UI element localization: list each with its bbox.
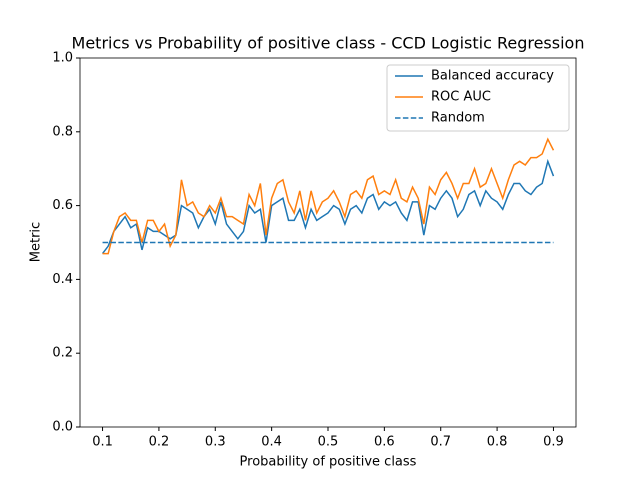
x-tick-label: 0.3 xyxy=(205,435,226,450)
x-tick-label: 0.5 xyxy=(318,435,339,450)
legend-box xyxy=(386,64,570,132)
x-tick-label: 0.9 xyxy=(543,435,564,450)
y-tick-label: 0.8 xyxy=(52,124,73,139)
x-tick-label: 0.4 xyxy=(261,435,282,450)
y-tick-label: 0.4 xyxy=(52,272,73,287)
y-tick-label: 0.2 xyxy=(52,346,73,361)
legend-label: Balanced accuracy xyxy=(431,69,554,84)
x-tick-label: 0.8 xyxy=(487,435,508,450)
plot-frame xyxy=(79,57,577,428)
line-series xyxy=(101,158,555,255)
line-series xyxy=(102,137,555,255)
y-tick-label: 0.6 xyxy=(52,198,73,213)
x-tick-label: 0.7 xyxy=(430,435,451,450)
chart-title: Metrics vs Probability of positive class… xyxy=(72,34,585,53)
x-tick-label: 0.1 xyxy=(92,435,113,450)
y-tick-label: 1.0 xyxy=(52,51,73,66)
x-tick-label: 0.2 xyxy=(149,435,170,450)
legend-label: Random xyxy=(431,111,485,126)
y-axis-label: Metric xyxy=(29,222,44,262)
legend-label: ROC AUC xyxy=(431,90,491,105)
x-axis-label: Probability of positive class xyxy=(240,455,417,470)
y-tick-label: 0.0 xyxy=(52,420,73,435)
x-tick-label: 0.6 xyxy=(374,435,395,450)
